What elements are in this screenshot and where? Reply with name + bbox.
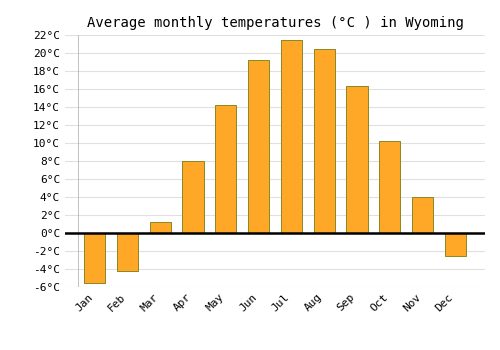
Bar xyxy=(182,161,204,233)
Bar xyxy=(444,233,466,256)
Title: Average monthly temperatures (°C ) in Wyoming: Average monthly temperatures (°C ) in Wy… xyxy=(86,16,464,30)
Bar xyxy=(117,233,138,271)
Bar xyxy=(215,105,236,233)
Bar xyxy=(280,40,302,233)
Bar xyxy=(379,141,400,233)
Bar xyxy=(84,233,106,282)
Bar xyxy=(314,49,335,233)
Bar xyxy=(150,222,171,233)
Bar xyxy=(346,86,368,233)
Bar xyxy=(412,197,433,233)
Bar xyxy=(248,60,270,233)
